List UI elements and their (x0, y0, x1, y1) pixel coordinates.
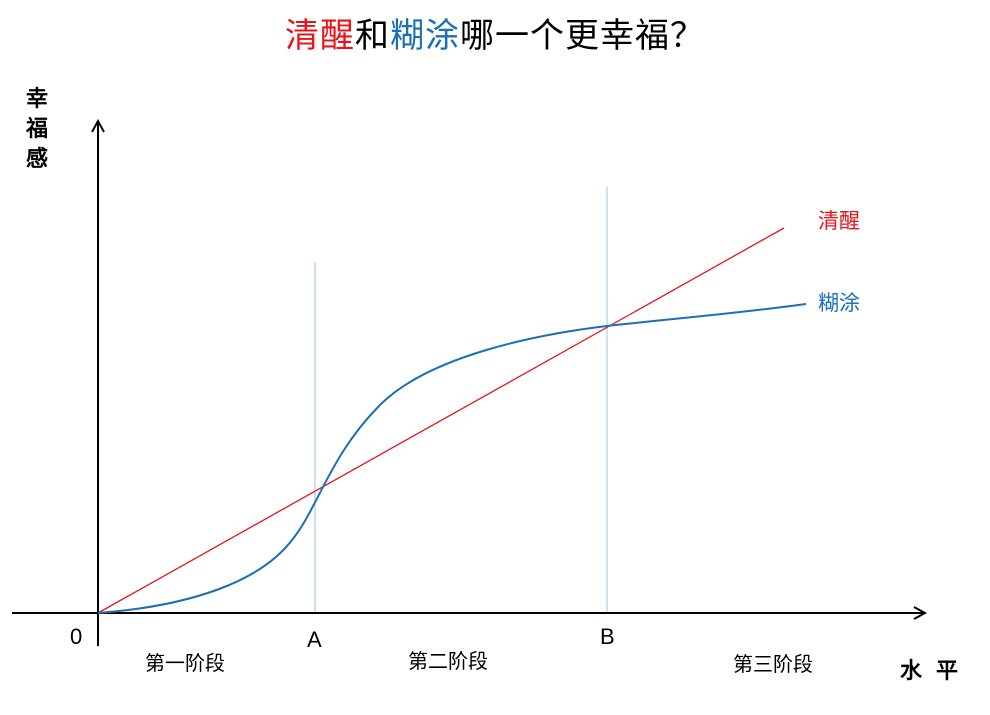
phase-label-1: 第一阶段 (145, 651, 225, 675)
page-title: 清醒和糊涂哪一个更幸福？ (0, 8, 990, 57)
title-part-clear: 清醒 (285, 16, 355, 56)
title-part-question: 哪一个更幸福？ (460, 16, 705, 56)
series-label-muddled: 糊涂 (818, 291, 860, 315)
tick-b: B (600, 624, 615, 649)
title-part-and: 和 (355, 16, 390, 56)
y-axis-label: 幸 福 感 (22, 84, 52, 174)
phase-label-3: 第三阶段 (733, 652, 813, 676)
origin-label: 0 (70, 624, 83, 649)
y-axis-label-char: 感 (25, 146, 48, 172)
clear-line (97, 227, 785, 614)
phase-label-2: 第二阶段 (408, 649, 488, 673)
muddled-curve (97, 303, 807, 614)
tick-a: A (307, 627, 322, 652)
title-part-muddled: 糊涂 (390, 16, 460, 56)
x-axis-label: 水平 (900, 658, 973, 684)
series-label-clear: 清醒 (818, 209, 860, 233)
y-axis-label-char: 幸 (25, 86, 48, 112)
y-axis-label-char: 福 (25, 116, 48, 142)
